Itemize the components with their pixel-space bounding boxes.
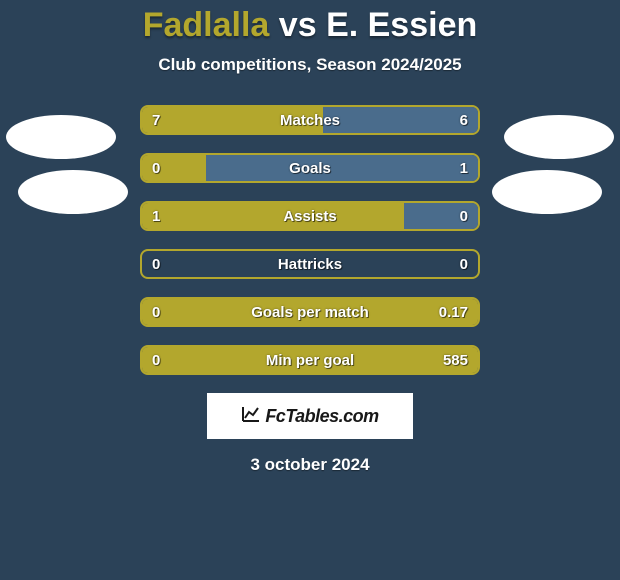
subtitle: Club competitions, Season 2024/2025 xyxy=(0,55,620,75)
title-player-a: Fadlalla xyxy=(143,6,270,44)
stat-value-right: 0.17 xyxy=(439,299,468,327)
stat-row: 1 0 Assists xyxy=(140,201,480,231)
stat-value-right: 1 xyxy=(460,155,468,183)
stat-row: 7 6 Matches xyxy=(140,105,480,135)
stat-label: Hattricks xyxy=(278,251,342,279)
stat-label: Assists xyxy=(283,203,336,231)
avatar-player-b-1 xyxy=(504,115,614,159)
logo-badge[interactable]: FcTables.com xyxy=(207,393,413,439)
stat-row: 0 0 Hattricks xyxy=(140,249,480,279)
badge-text: FcTables.com xyxy=(265,406,378,427)
bar-fill-right xyxy=(206,155,478,181)
avatar-player-a-2 xyxy=(18,170,128,214)
chart-icon xyxy=(241,405,261,428)
bar-fill-right xyxy=(323,107,478,133)
avatar-player-a-1 xyxy=(6,115,116,159)
stat-label: Matches xyxy=(280,107,340,135)
stat-value-right: 0 xyxy=(460,251,468,279)
stat-value-right: 0 xyxy=(460,203,468,231)
title-player-b: E. Essien xyxy=(326,6,477,44)
stat-label: Min per goal xyxy=(266,347,354,375)
stat-value-right: 585 xyxy=(443,347,468,375)
page-title: Fadlalla vs E. Essien xyxy=(0,0,620,45)
bar-fill-left xyxy=(142,203,404,229)
stat-value-left: 1 xyxy=(152,203,160,231)
date: 3 october 2024 xyxy=(0,455,620,475)
title-vs: vs xyxy=(279,6,317,44)
stat-label: Goals per match xyxy=(251,299,369,327)
stat-value-left: 0 xyxy=(152,299,160,327)
stat-value-right: 6 xyxy=(460,107,468,135)
avatar-player-b-2 xyxy=(492,170,602,214)
stat-label: Goals xyxy=(289,155,331,183)
stat-value-left: 0 xyxy=(152,155,160,183)
stat-value-left: 0 xyxy=(152,347,160,375)
stat-value-left: 7 xyxy=(152,107,160,135)
stat-row: 0 585 Min per goal xyxy=(140,345,480,375)
stat-value-left: 0 xyxy=(152,251,160,279)
stat-row: 0 0.17 Goals per match xyxy=(140,297,480,327)
stat-row: 0 1 Goals xyxy=(140,153,480,183)
